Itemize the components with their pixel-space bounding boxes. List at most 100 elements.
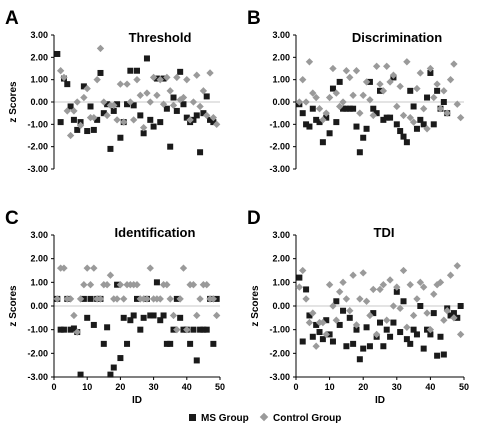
control-point	[302, 98, 310, 106]
ms-point	[127, 317, 134, 324]
y-tick-label: 0.00	[272, 97, 290, 107]
control-point	[366, 311, 374, 320]
panel-threshold: A Threshold 3.00 2.00 1.00 0.00 -1.00 -2.00 -3.0…	[5, 8, 221, 174]
ms-point	[147, 116, 154, 123]
x-tick-label: 50	[459, 382, 469, 392]
y-axis-label: z Scores	[8, 81, 19, 123]
control-point	[73, 328, 81, 336]
ms-point	[177, 68, 184, 75]
ms-point	[104, 324, 111, 331]
control-point	[90, 113, 98, 122]
control-point	[309, 309, 317, 317]
ms-point	[153, 279, 160, 286]
legend-control-marker	[259, 412, 269, 422]
ms-point	[343, 343, 350, 350]
ms-point	[74, 126, 81, 133]
ms-point	[430, 121, 437, 128]
control-point	[372, 330, 381, 339]
ms-point	[177, 314, 184, 321]
ms-point	[117, 355, 124, 362]
ms-point	[84, 314, 91, 321]
control-point	[440, 87, 448, 95]
ms-point	[410, 103, 417, 110]
ms-point	[383, 114, 390, 121]
ms-point	[377, 319, 383, 326]
control-point	[393, 283, 401, 291]
control-point	[66, 131, 75, 140]
control-point	[456, 113, 465, 122]
control-point	[319, 116, 327, 124]
ms-point	[77, 371, 84, 378]
panel-letter: D	[247, 208, 261, 229]
x-axis-label: ID	[132, 395, 142, 406]
ms-point	[130, 102, 137, 109]
control-point	[379, 281, 388, 289]
control-point	[169, 311, 178, 320]
control-point	[76, 295, 85, 303]
ms-point	[180, 101, 187, 108]
ms-point	[434, 87, 441, 94]
control-point	[80, 281, 88, 289]
ms-point	[104, 101, 111, 108]
ms-point	[197, 326, 204, 333]
ms-point	[203, 93, 210, 100]
control-point	[106, 271, 115, 279]
panel-title: Threshold	[129, 30, 192, 45]
ms-point	[306, 312, 313, 319]
x-tick-label: 20	[115, 382, 125, 392]
control-point	[450, 314, 458, 322]
ms-point	[450, 310, 457, 317]
ms-point	[57, 326, 64, 333]
ms-point	[90, 321, 97, 328]
ms-point	[167, 340, 174, 347]
ms-point	[210, 119, 217, 126]
control-point	[332, 316, 340, 324]
control-point	[60, 264, 68, 272]
ms-point	[60, 326, 67, 333]
control-point	[139, 124, 148, 132]
control-point	[130, 116, 138, 124]
control-point	[383, 316, 391, 324]
ms-point	[193, 357, 200, 364]
control-point	[176, 295, 184, 303]
ms-point	[143, 55, 150, 62]
control-point	[416, 278, 424, 287]
y-tick-label: -2.00	[269, 142, 290, 152]
ms-point	[353, 123, 360, 130]
control-point	[346, 307, 354, 315]
y-tick-label: 0.00	[272, 301, 290, 311]
ms-point	[356, 356, 363, 363]
ms-point	[380, 116, 387, 123]
control-point	[342, 295, 351, 303]
control-point	[420, 283, 428, 291]
control-point	[196, 295, 204, 303]
ms-point	[147, 312, 154, 319]
y-tick-label: 3.00	[272, 30, 290, 40]
ms-point	[383, 326, 390, 333]
control-point	[173, 325, 181, 334]
control-point	[413, 295, 421, 303]
x-tick-label: 40	[425, 382, 435, 392]
control-point	[206, 69, 214, 77]
ms-point	[427, 331, 434, 338]
control-point	[426, 64, 435, 73]
control-point	[143, 89, 151, 97]
control-point	[383, 62, 391, 70]
ms-point	[303, 286, 310, 293]
ms-point	[424, 94, 431, 101]
y-tick-label: 2.00	[30, 254, 48, 264]
ms-point	[407, 87, 414, 94]
ms-point	[167, 143, 174, 150]
control-point	[70, 311, 78, 320]
ms-point	[393, 288, 400, 295]
control-point	[423, 125, 431, 133]
control-point	[339, 278, 347, 287]
panel-title: Identification	[115, 225, 196, 240]
control-point	[403, 58, 411, 66]
ms-point	[326, 130, 333, 137]
ms-point	[299, 338, 306, 345]
ms-point	[94, 116, 101, 123]
x-tick-label: 10	[82, 382, 92, 392]
control-point	[56, 67, 65, 75]
control-point	[456, 330, 465, 339]
